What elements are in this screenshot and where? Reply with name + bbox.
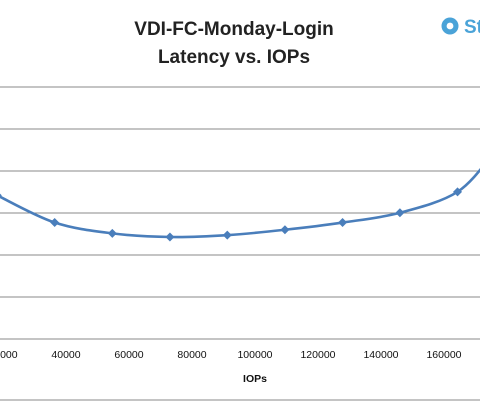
x-tick-label: 80000 (177, 349, 206, 361)
series-line-0 (0, 168, 480, 239)
data-point-marker (280, 225, 290, 235)
logo-text: St (464, 17, 480, 38)
x-tick-label: 40000 (51, 349, 80, 361)
chart-title-line-1: VDI-FC-Monday-Login (134, 19, 333, 40)
data-point-marker (107, 228, 117, 238)
data-point-marker (395, 208, 405, 218)
series-layer (0, 168, 480, 242)
data-point-marker (453, 187, 463, 197)
data-point-marker (165, 232, 175, 242)
x-tick-label: 140000 (363, 349, 398, 361)
x-tick-label: 160000 (426, 349, 461, 361)
gridlines (0, 86, 480, 401)
data-point-marker (0, 193, 2, 198)
x-tick-labels: 20000 40000 60000 80000 100000 120000 140000 16… (0, 349, 462, 361)
data-point-marker (338, 218, 348, 228)
x-tick-label: 100000 (237, 349, 272, 361)
x-tick-label: 20000 (0, 349, 18, 361)
data-point-marker (222, 230, 232, 240)
x-tick-label: 60000 (114, 349, 143, 361)
x-axis-title: IOPs (243, 373, 267, 385)
chart-title-line-2: Latency vs. IOPs (158, 47, 310, 68)
logo-icon-center (446, 22, 454, 30)
logo: St (441, 17, 480, 38)
data-point-marker (50, 218, 60, 228)
x-tick-label: 120000 (300, 349, 335, 361)
